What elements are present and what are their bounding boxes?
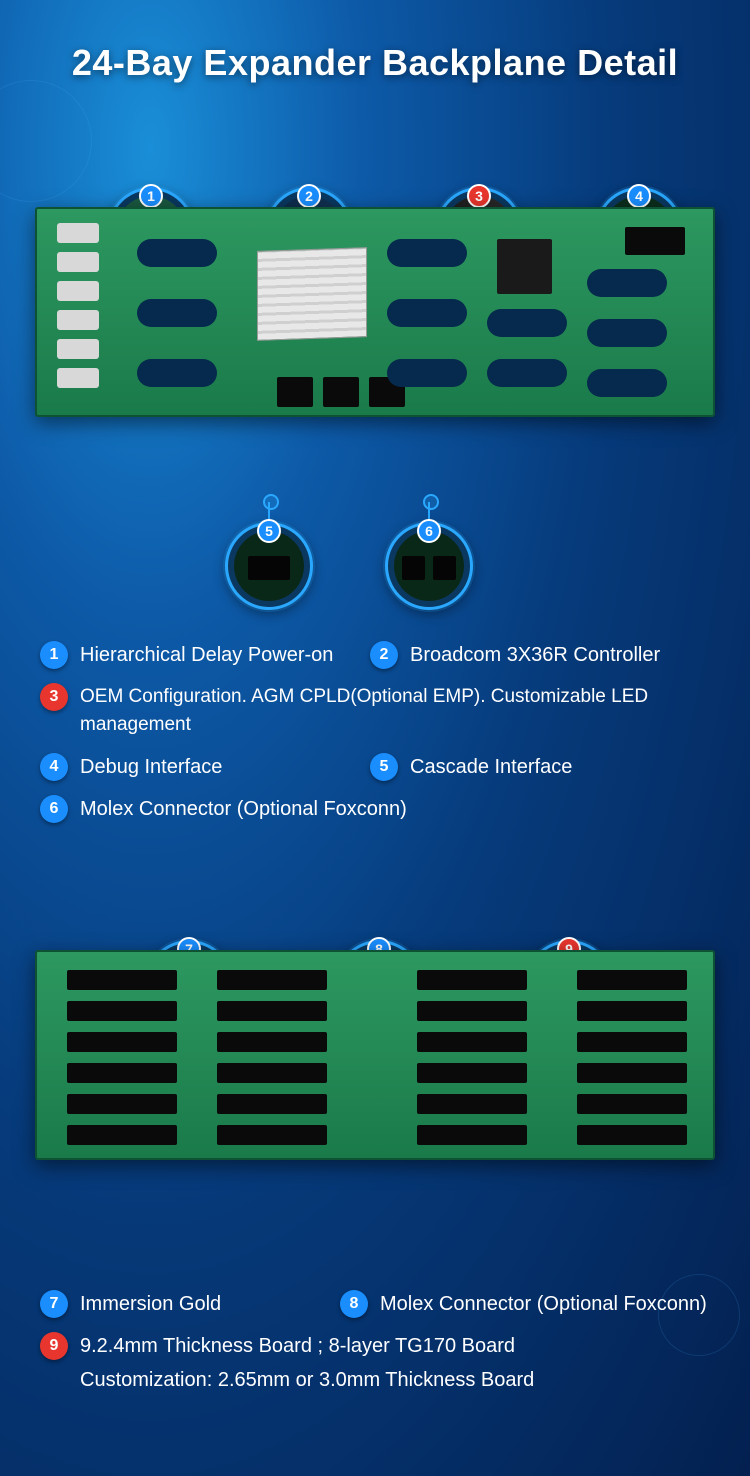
cpld-chip bbox=[497, 239, 552, 294]
legend-txt-7: Immersion Gold bbox=[80, 1290, 221, 1318]
callout-badge-1: 1 bbox=[139, 184, 163, 208]
legend-num-4: 4 bbox=[40, 753, 68, 781]
callout-badge-5: 5 bbox=[257, 519, 281, 543]
legend-num-8: 8 bbox=[340, 1290, 368, 1318]
legend-num-9: 9 bbox=[40, 1332, 68, 1360]
legend-txt-1: Hierarchical Delay Power-on bbox=[80, 641, 333, 669]
callout-badge-6: 6 bbox=[417, 519, 441, 543]
power-caps bbox=[57, 223, 99, 388]
callout-bubble-5: 5 bbox=[225, 522, 313, 610]
section-2: 7 8 9 bbox=[35, 950, 715, 1270]
legend-txt-6: Molex Connector (Optional Foxconn) bbox=[80, 795, 407, 823]
callout-bubble-6: 6 bbox=[385, 522, 473, 610]
legend-num-7: 7 bbox=[40, 1290, 68, 1318]
board-bottom bbox=[35, 950, 715, 1160]
legend-num-1: 1 bbox=[40, 641, 68, 669]
section-1: 1 LSI SAS 3X36R 2 3 4 bbox=[35, 207, 715, 597]
board-top bbox=[35, 207, 715, 417]
callout-badge-2: 2 bbox=[297, 184, 321, 208]
debug-header bbox=[625, 227, 685, 255]
legend-num-6: 6 bbox=[40, 795, 68, 823]
heatsink bbox=[257, 247, 367, 341]
callout-badge-3: 3 bbox=[467, 184, 491, 208]
legend-txt-8: Molex Connector (Optional Foxconn) bbox=[380, 1290, 707, 1318]
callout-badge-4: 4 bbox=[627, 184, 651, 208]
legend-txt-9b: Customization: 2.65mm or 3.0mm Thickness… bbox=[80, 1366, 534, 1394]
sas-ports bbox=[277, 377, 405, 407]
legend-num-3: 3 bbox=[40, 683, 68, 711]
legend-txt-4: Debug Interface bbox=[80, 753, 222, 781]
legend-section-1: 1 Hierarchical Delay Power-on 2 Broadcom… bbox=[0, 597, 750, 847]
legend-txt-3: OEM Configuration. AGM CPLD(Optional EMP… bbox=[80, 683, 710, 739]
page-title: 24-Bay Expander Backplane Detail bbox=[0, 0, 750, 112]
legend-num-5: 5 bbox=[370, 753, 398, 781]
legend-txt-5: Cascade Interface bbox=[410, 753, 572, 781]
legend-txt-2: Broadcom 3X36R Controller bbox=[410, 641, 660, 669]
legend-section-2: 7 Immersion Gold 8 Molex Connector (Opti… bbox=[0, 1270, 750, 1418]
legend-txt-9a: 9.2.4mm Thickness Board ; 8-layer TG170 … bbox=[80, 1332, 534, 1360]
legend-num-2: 2 bbox=[370, 641, 398, 669]
